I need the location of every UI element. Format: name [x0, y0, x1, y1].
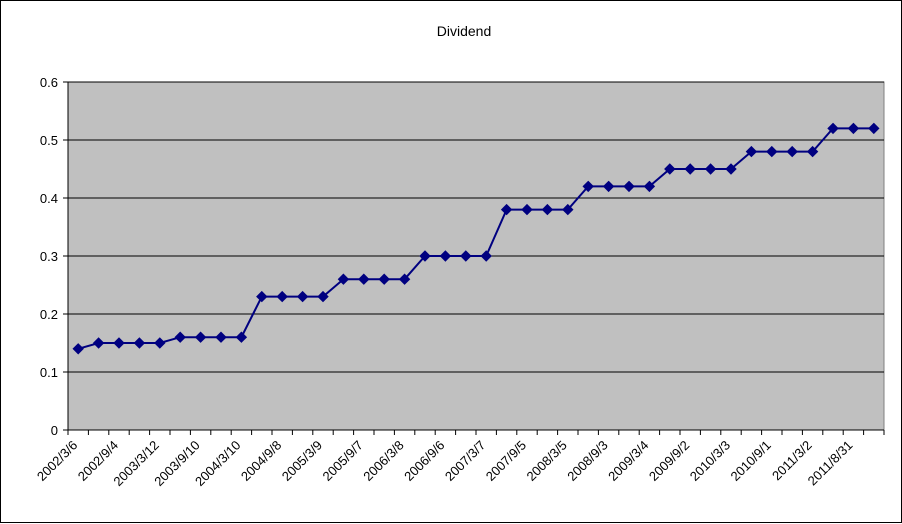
- x-tick-label: 2009/3/4: [605, 438, 651, 484]
- y-tick-label: 0.3: [40, 249, 58, 264]
- y-tick-label: 0.2: [40, 307, 58, 322]
- data-point-marker: [337, 273, 350, 285]
- data-point-marker: [194, 331, 207, 343]
- data-point-marker: [562, 203, 574, 216]
- y-tick-label: 0: [51, 423, 58, 438]
- x-tick-label: 2007/9/5: [483, 438, 529, 484]
- data-point-marker: [500, 203, 513, 216]
- data-point-marker: [317, 290, 329, 303]
- x-tick-label: 2008/9/3: [564, 438, 610, 484]
- data-point-marker: [174, 331, 186, 343]
- data-point-marker: [684, 163, 696, 175]
- y-tick-label: 0.4: [40, 191, 58, 206]
- data-point-marker: [113, 337, 125, 349]
- data-point-marker: [704, 163, 717, 175]
- x-tick-label: 2005/9/7: [320, 438, 366, 484]
- data-point-marker: [439, 250, 452, 262]
- x-tick-label: 2005/3/9: [279, 438, 325, 484]
- x-tick-label: 2004/9/8: [238, 438, 284, 484]
- data-point-marker: [541, 203, 554, 216]
- x-tick-label: 2010/9/1: [728, 438, 774, 484]
- plot-area: 00.10.20.30.40.50.62002/3/62002/9/42003/…: [34, 75, 885, 489]
- x-tick-label: 2006/3/8: [360, 438, 406, 484]
- data-point-marker: [766, 145, 778, 158]
- data-point-marker: [460, 250, 472, 262]
- data-point-marker: [623, 180, 635, 193]
- x-tick-label: 2010/3/3: [687, 438, 733, 484]
- chart-title: Dividend: [437, 23, 491, 39]
- data-point-marker: [745, 145, 758, 158]
- data-point-marker: [419, 250, 431, 262]
- data-point-marker: [235, 331, 248, 343]
- data-point-marker: [276, 290, 288, 303]
- y-tick-label: 0.1: [40, 365, 58, 380]
- dividend-series-line: [77, 127, 874, 350]
- y-tick-label: 0.6: [40, 75, 58, 90]
- data-point-marker: [847, 122, 860, 135]
- data-point-marker: [378, 273, 390, 285]
- data-point-marker: [154, 337, 166, 349]
- data-point-marker: [664, 163, 676, 175]
- x-tick-label: 2009/9/2: [646, 438, 692, 484]
- data-point-marker: [256, 290, 268, 303]
- data-point-marker: [602, 180, 615, 193]
- data-point-marker: [786, 145, 798, 158]
- data-point-marker: [827, 122, 839, 135]
- y-tick-label: 0.5: [40, 133, 58, 148]
- x-tick-label: 2011/8/31: [805, 438, 856, 489]
- x-tick-label: 2002/3/6: [34, 438, 80, 484]
- data-point-marker: [868, 122, 880, 135]
- data-point-marker: [480, 250, 492, 262]
- x-tick-label: 2007/3/7: [442, 438, 488, 484]
- data-point-marker: [398, 273, 411, 285]
- data-point-marker: [643, 180, 656, 193]
- data-point-marker: [725, 163, 737, 175]
- data-point-marker: [582, 180, 594, 193]
- data-point-marker: [806, 145, 819, 158]
- x-tick-label: 2008/3/5: [524, 438, 570, 484]
- data-point-marker: [92, 337, 105, 349]
- data-point-marker: [296, 290, 309, 303]
- data-point-marker: [521, 203, 533, 216]
- data-point-marker: [72, 343, 84, 355]
- data-point-marker: [215, 331, 227, 343]
- data-point-marker: [358, 273, 370, 285]
- x-tick-label: 2006/9/6: [401, 438, 447, 484]
- data-point-marker: [133, 337, 146, 349]
